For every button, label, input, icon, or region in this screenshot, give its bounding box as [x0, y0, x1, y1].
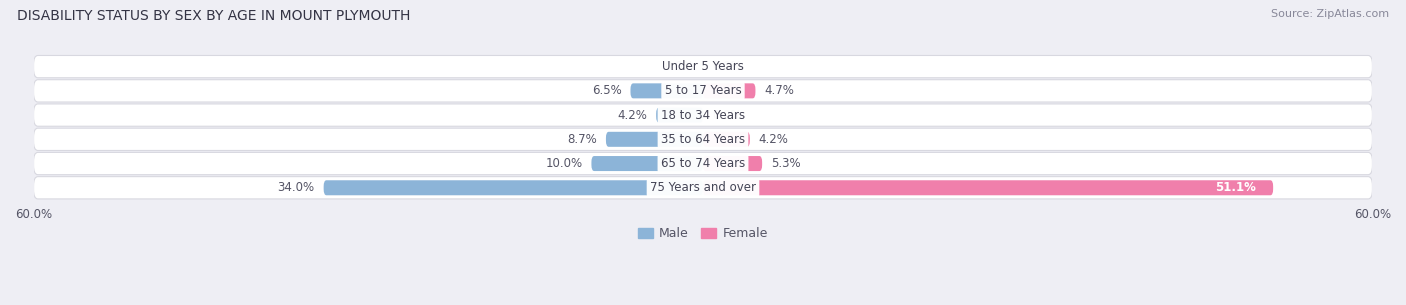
FancyBboxPatch shape: [703, 156, 762, 171]
Text: Under 5 Years: Under 5 Years: [662, 60, 744, 73]
FancyBboxPatch shape: [34, 80, 1372, 102]
Text: 65 to 74 Years: 65 to 74 Years: [661, 157, 745, 170]
Text: 6.5%: 6.5%: [592, 84, 621, 97]
FancyBboxPatch shape: [34, 128, 1372, 150]
FancyBboxPatch shape: [34, 177, 1372, 199]
Text: 4.2%: 4.2%: [759, 133, 789, 146]
FancyBboxPatch shape: [323, 180, 703, 195]
FancyBboxPatch shape: [34, 104, 1372, 126]
Text: Source: ZipAtlas.com: Source: ZipAtlas.com: [1271, 9, 1389, 19]
FancyBboxPatch shape: [703, 132, 749, 147]
Text: 5 to 17 Years: 5 to 17 Years: [665, 84, 741, 97]
FancyBboxPatch shape: [703, 180, 1274, 195]
Text: 0.0%: 0.0%: [711, 60, 741, 73]
Text: 10.0%: 10.0%: [546, 157, 582, 170]
Text: DISABILITY STATUS BY SEX BY AGE IN MOUNT PLYMOUTH: DISABILITY STATUS BY SEX BY AGE IN MOUNT…: [17, 9, 411, 23]
Text: 0.0%: 0.0%: [711, 109, 741, 122]
Text: 35 to 64 Years: 35 to 64 Years: [661, 133, 745, 146]
Text: 8.7%: 8.7%: [567, 133, 598, 146]
Text: 4.7%: 4.7%: [765, 84, 794, 97]
Text: 34.0%: 34.0%: [277, 181, 315, 194]
FancyBboxPatch shape: [606, 132, 703, 147]
FancyBboxPatch shape: [657, 108, 703, 123]
Text: 51.1%: 51.1%: [1216, 181, 1257, 194]
FancyBboxPatch shape: [34, 56, 1372, 78]
FancyBboxPatch shape: [592, 156, 703, 171]
Text: 75 Years and over: 75 Years and over: [650, 181, 756, 194]
FancyBboxPatch shape: [703, 83, 755, 99]
Text: 0.0%: 0.0%: [665, 60, 695, 73]
Text: 18 to 34 Years: 18 to 34 Years: [661, 109, 745, 122]
Legend: Male, Female: Male, Female: [633, 222, 773, 245]
FancyBboxPatch shape: [630, 83, 703, 99]
FancyBboxPatch shape: [34, 152, 1372, 175]
Text: 5.3%: 5.3%: [770, 157, 800, 170]
Text: 4.2%: 4.2%: [617, 109, 647, 122]
